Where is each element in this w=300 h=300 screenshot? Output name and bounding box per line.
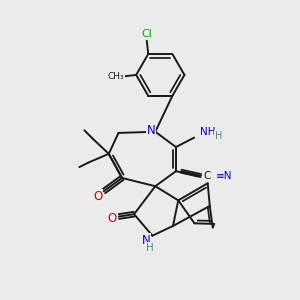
Text: C: C bbox=[204, 171, 211, 181]
Text: N: N bbox=[146, 124, 155, 137]
Text: H: H bbox=[146, 243, 153, 253]
Text: CH₃: CH₃ bbox=[107, 72, 124, 81]
Text: O: O bbox=[93, 190, 103, 203]
Text: NH: NH bbox=[200, 127, 216, 137]
Text: Cl: Cl bbox=[141, 29, 152, 39]
Text: ≡N: ≡N bbox=[216, 171, 232, 181]
Text: O: O bbox=[108, 212, 117, 224]
Text: N: N bbox=[142, 234, 150, 247]
Text: H: H bbox=[215, 131, 222, 141]
